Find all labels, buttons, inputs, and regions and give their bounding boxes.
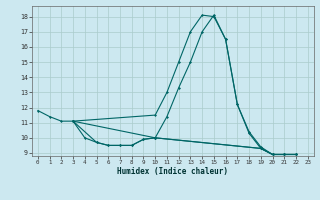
X-axis label: Humidex (Indice chaleur): Humidex (Indice chaleur) (117, 167, 228, 176)
